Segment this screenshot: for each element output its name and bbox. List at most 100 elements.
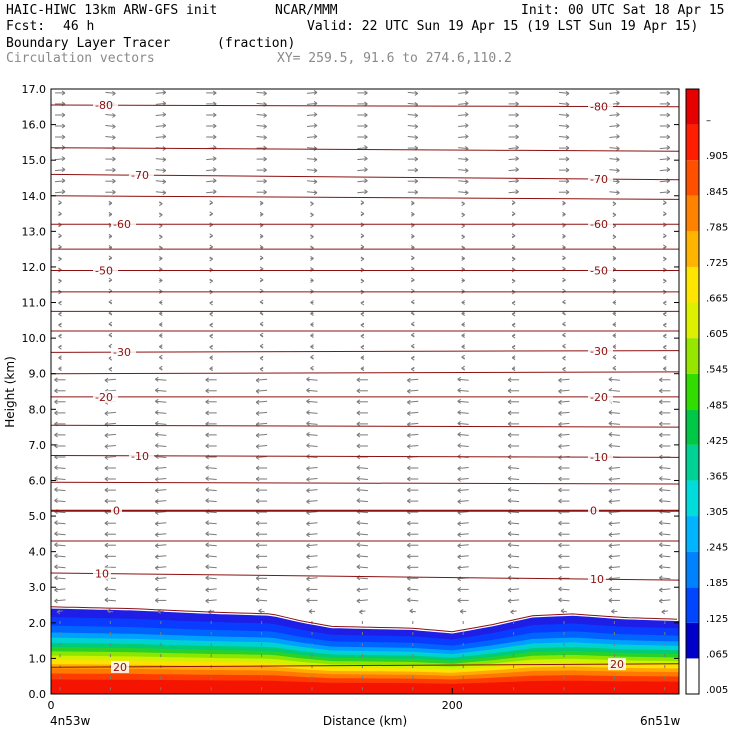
isotherm-label: -70 (590, 173, 608, 186)
vector-arrow (457, 522, 469, 525)
vector-arrowhead (457, 443, 461, 448)
vector-arrow (105, 91, 116, 94)
colorbar-label: .245 (706, 543, 728, 554)
vector-arrowhead (159, 322, 163, 328)
vector-arrowhead (162, 112, 167, 117)
vector-arrowhead (515, 156, 519, 162)
vector-arrow (659, 577, 671, 580)
vector-arrowhead (310, 333, 314, 339)
vector-arrow (356, 522, 368, 525)
vector-arrow (608, 467, 620, 469)
colorbar-swatch (686, 231, 699, 267)
organization-label: NCAR/MMM (275, 3, 338, 18)
vector-arrowhead (155, 443, 159, 448)
vector-arrow (457, 411, 469, 414)
vector-arrow (659, 566, 671, 569)
vector-arrow (306, 411, 318, 414)
vector-arrowhead (608, 420, 613, 426)
vector-arrowhead (515, 101, 519, 107)
vector-arrowhead (212, 156, 217, 162)
vector-arrow (508, 599, 520, 602)
vector-arrowhead (310, 322, 314, 328)
vector-arrow (608, 577, 620, 580)
vector-arrowhead (360, 311, 365, 317)
vector-arrowhead (558, 531, 562, 537)
vector-arrowhead (558, 476, 562, 482)
vector-arrow (356, 500, 368, 503)
vector-arrow (155, 566, 167, 569)
vector-arrow (54, 599, 66, 602)
vector-arrowhead (259, 200, 264, 206)
vector-arrowhead (205, 377, 209, 383)
vector-arrow (256, 411, 268, 414)
vector-arrow (54, 158, 66, 161)
vector-arrow (457, 400, 469, 403)
vector-arrowhead (159, 255, 163, 261)
vector-arrowhead (205, 531, 209, 537)
isotherm-label: -10 (131, 450, 149, 463)
vector-arrow (155, 136, 166, 138)
vector-arrow (508, 588, 520, 591)
vector-arrow (54, 533, 66, 536)
vector-arrowhead (209, 311, 213, 317)
vector-arrowhead (104, 542, 109, 548)
vector-arrowhead (159, 333, 163, 339)
vector-arrowhead (360, 333, 365, 339)
vector-arrow (407, 378, 419, 381)
isotherm-label: -70 (131, 169, 149, 182)
vector-arrowhead (56, 609, 61, 615)
vector-arrow (256, 114, 267, 116)
vector-arrowhead (356, 542, 361, 548)
vector-arrowhead (457, 466, 461, 471)
vector-arrow (306, 102, 318, 105)
vector-arrow (508, 544, 520, 547)
vector-arrowhead (255, 542, 260, 548)
vector-arrowhead (612, 278, 617, 283)
vector-arrow (206, 191, 217, 194)
colorbar-label: .125 (706, 614, 728, 625)
vector-arrow (608, 544, 620, 547)
isotherm-label-bg (588, 451, 613, 464)
vector-arrow (205, 489, 217, 492)
vector-arrowhead (411, 332, 415, 338)
vector-arrow (457, 555, 469, 558)
vector-arrow (608, 566, 620, 569)
vector-arrow (609, 147, 620, 150)
vector-arrowhead (507, 564, 512, 570)
vector-arrowhead (457, 420, 461, 426)
vector-arrow (457, 544, 469, 547)
y-tick-label: 16.0 (22, 119, 47, 132)
vector-arrowhead (112, 178, 116, 184)
vector-arrowhead (411, 321, 415, 327)
vector-arrowhead (159, 354, 163, 360)
isotherm-label: -30 (113, 346, 131, 359)
vector-arrowhead (54, 553, 58, 559)
vector-arrowhead (562, 366, 566, 372)
colorbar-swatch (686, 124, 699, 161)
forecast-hours: 46 h (63, 19, 95, 34)
vector-arrowhead (155, 543, 159, 549)
vector-arrowhead (313, 100, 318, 106)
vector-arrowhead (359, 609, 363, 615)
vector-arrowhead (558, 465, 562, 471)
vector-arrowhead (464, 168, 469, 174)
vector-arrowhead (507, 443, 512, 449)
vector-arrow (104, 588, 116, 591)
vector-arrowhead (263, 113, 267, 118)
vector-arrowhead (263, 178, 267, 184)
vector-arrow (558, 136, 570, 138)
vector-arrowhead (608, 488, 613, 494)
vector-arrow (457, 511, 469, 514)
vector-arrowhead (608, 543, 613, 549)
vector-arrowhead (209, 322, 213, 328)
vector-arrow (356, 511, 368, 514)
vector-arrow (205, 555, 217, 558)
vector-arrowhead (659, 531, 663, 537)
vector-arrowhead (507, 410, 512, 416)
vector-arrowhead (255, 564, 260, 570)
colorbar-swatch (686, 338, 699, 374)
vector-arrowhead (54, 598, 58, 604)
vector-arrowhead (666, 167, 671, 173)
vector-arrowhead (608, 477, 613, 482)
colorbar-swatch (686, 89, 699, 125)
